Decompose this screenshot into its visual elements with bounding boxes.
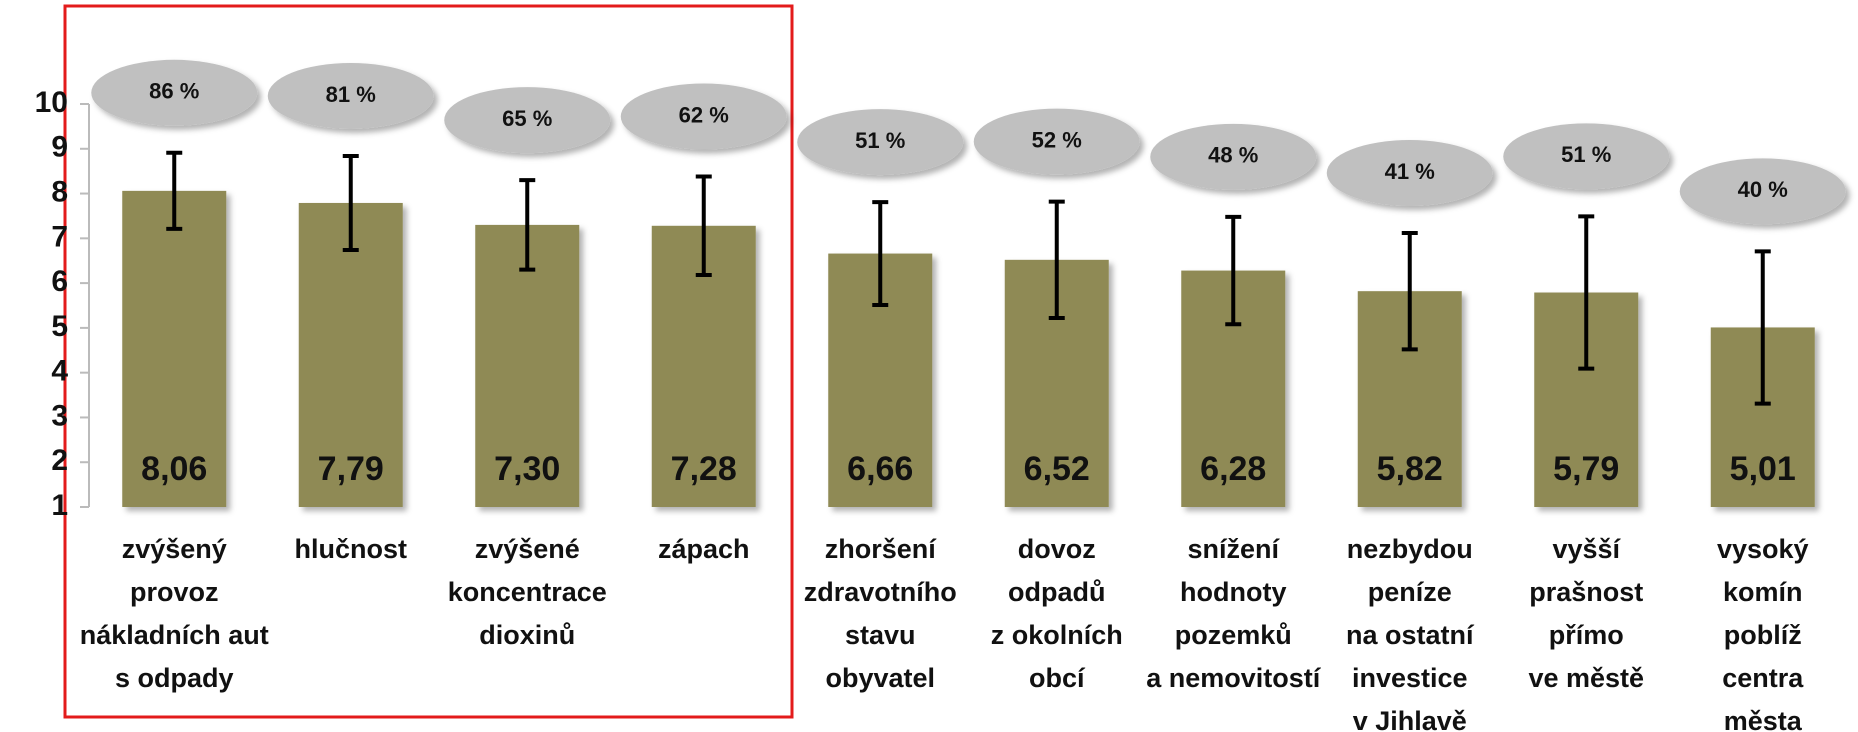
percentage-label: 65 % [502,106,552,131]
error-bar [519,178,536,272]
percentage-bubble [1326,139,1493,206]
y-tick-label: 4 [51,355,68,388]
y-tick-label: 1 [51,489,68,522]
error-bar [342,153,359,252]
percentage-label: 62 % [679,102,729,127]
error-bar [1401,230,1418,352]
error-bar [1225,214,1242,327]
y-tick-label: 7 [51,220,68,253]
value-label: 7,79 [318,450,384,488]
x-tick-label: v Jihlavě [1353,706,1467,732]
percentage-bubble [444,87,611,154]
x-tick-label: zvýšené [475,534,580,564]
x-tick-label: hodnoty [1180,577,1286,607]
x-tick-label: obyvatel [825,663,935,693]
error-bar [695,174,712,278]
x-tick-label: dovoz [1018,534,1096,564]
percentage-label: 41 % [1385,159,1435,184]
value-label: 5,01 [1730,450,1796,488]
value-label: 5,79 [1553,450,1619,488]
bar [298,202,403,507]
percentage-label: 81 % [326,82,376,107]
error-bar [872,200,889,308]
percentage-label: 86 % [149,79,199,104]
value-label: 6,28 [1200,450,1266,488]
value-label: 5,82 [1377,450,1443,488]
value-label: 8,06 [141,450,207,488]
x-tick-label: vysoký [1717,534,1809,564]
x-tick-label: snížení [1187,534,1280,564]
x-tick-label: peníze [1368,577,1452,607]
x-tick-label: a nemovitostí [1146,663,1322,693]
x-tick-label: nezbydou [1347,534,1473,564]
bar [122,190,227,507]
x-tick-label: z okolních [991,620,1123,650]
percentage-bubble [797,109,964,176]
x-tick-label: obcí [1029,663,1086,693]
percentage-label: 51 % [1561,142,1611,167]
bar [475,224,580,507]
percentage-label: 40 % [1738,177,1788,202]
x-tick-label: zdravotního [804,577,957,607]
x-tick-label: stavu [845,620,916,650]
x-tick-label: komín [1723,577,1803,607]
x-tick-label: zápach [658,534,750,564]
percentage-bubble [620,83,787,150]
x-tick-label: koncentrace [448,577,607,607]
x-tick-label: ve městě [1528,663,1644,693]
y-tick-label: 9 [51,131,68,164]
x-tick-label: zvýšený [122,534,227,564]
x-tick-label: pozemků [1175,620,1292,650]
percentage-bubble [1679,158,1846,225]
x-tick-label: investice [1352,663,1468,693]
percentage-bubble [973,108,1140,175]
value-label: 7,28 [671,450,737,488]
y-tick-label: 6 [51,265,68,298]
percentage-label: 48 % [1208,143,1258,168]
error-bar [1578,214,1595,371]
x-tick-label: provoz [130,577,219,607]
x-tick-label: vyšší [1552,534,1621,564]
percentage-bubble [1503,123,1670,190]
percentage-bubble [1150,123,1317,190]
percentage-label: 51 % [855,128,905,153]
y-tick-label: 5 [51,310,68,343]
error-bar [1754,249,1771,406]
x-tick-label: přímo [1549,620,1624,650]
x-tick-label: odpadů [1008,577,1105,607]
y-tick-label: 10 [35,86,68,119]
x-tick-label: města [1724,706,1803,732]
x-tick-label: na ostatní [1346,620,1475,650]
y-tick-label: 8 [51,175,68,208]
x-tick-label: s odpady [115,663,234,693]
highlight-box [63,4,794,719]
x-tick-label: hlučnost [295,534,408,564]
x-tick-label: nákladních aut [80,620,269,650]
x-tick-label: zhoršení [825,534,938,564]
y-tick-label: 3 [51,399,68,432]
x-tick-label: dioxinů [479,620,575,650]
x-tick-label: prašnost [1529,577,1643,607]
x-tick-label: poblíž [1724,620,1802,650]
x-tick-label: centra [1722,663,1804,693]
value-label: 7,30 [494,450,560,488]
error-bar [1048,199,1065,321]
error-bar [166,150,183,231]
value-label: 6,66 [847,450,913,488]
percentage-label: 52 % [1032,127,1082,152]
value-label: 6,52 [1024,450,1090,488]
percentage-bubble [267,62,434,129]
percentage-bubble [91,59,258,126]
y-tick-label: 2 [51,444,68,477]
